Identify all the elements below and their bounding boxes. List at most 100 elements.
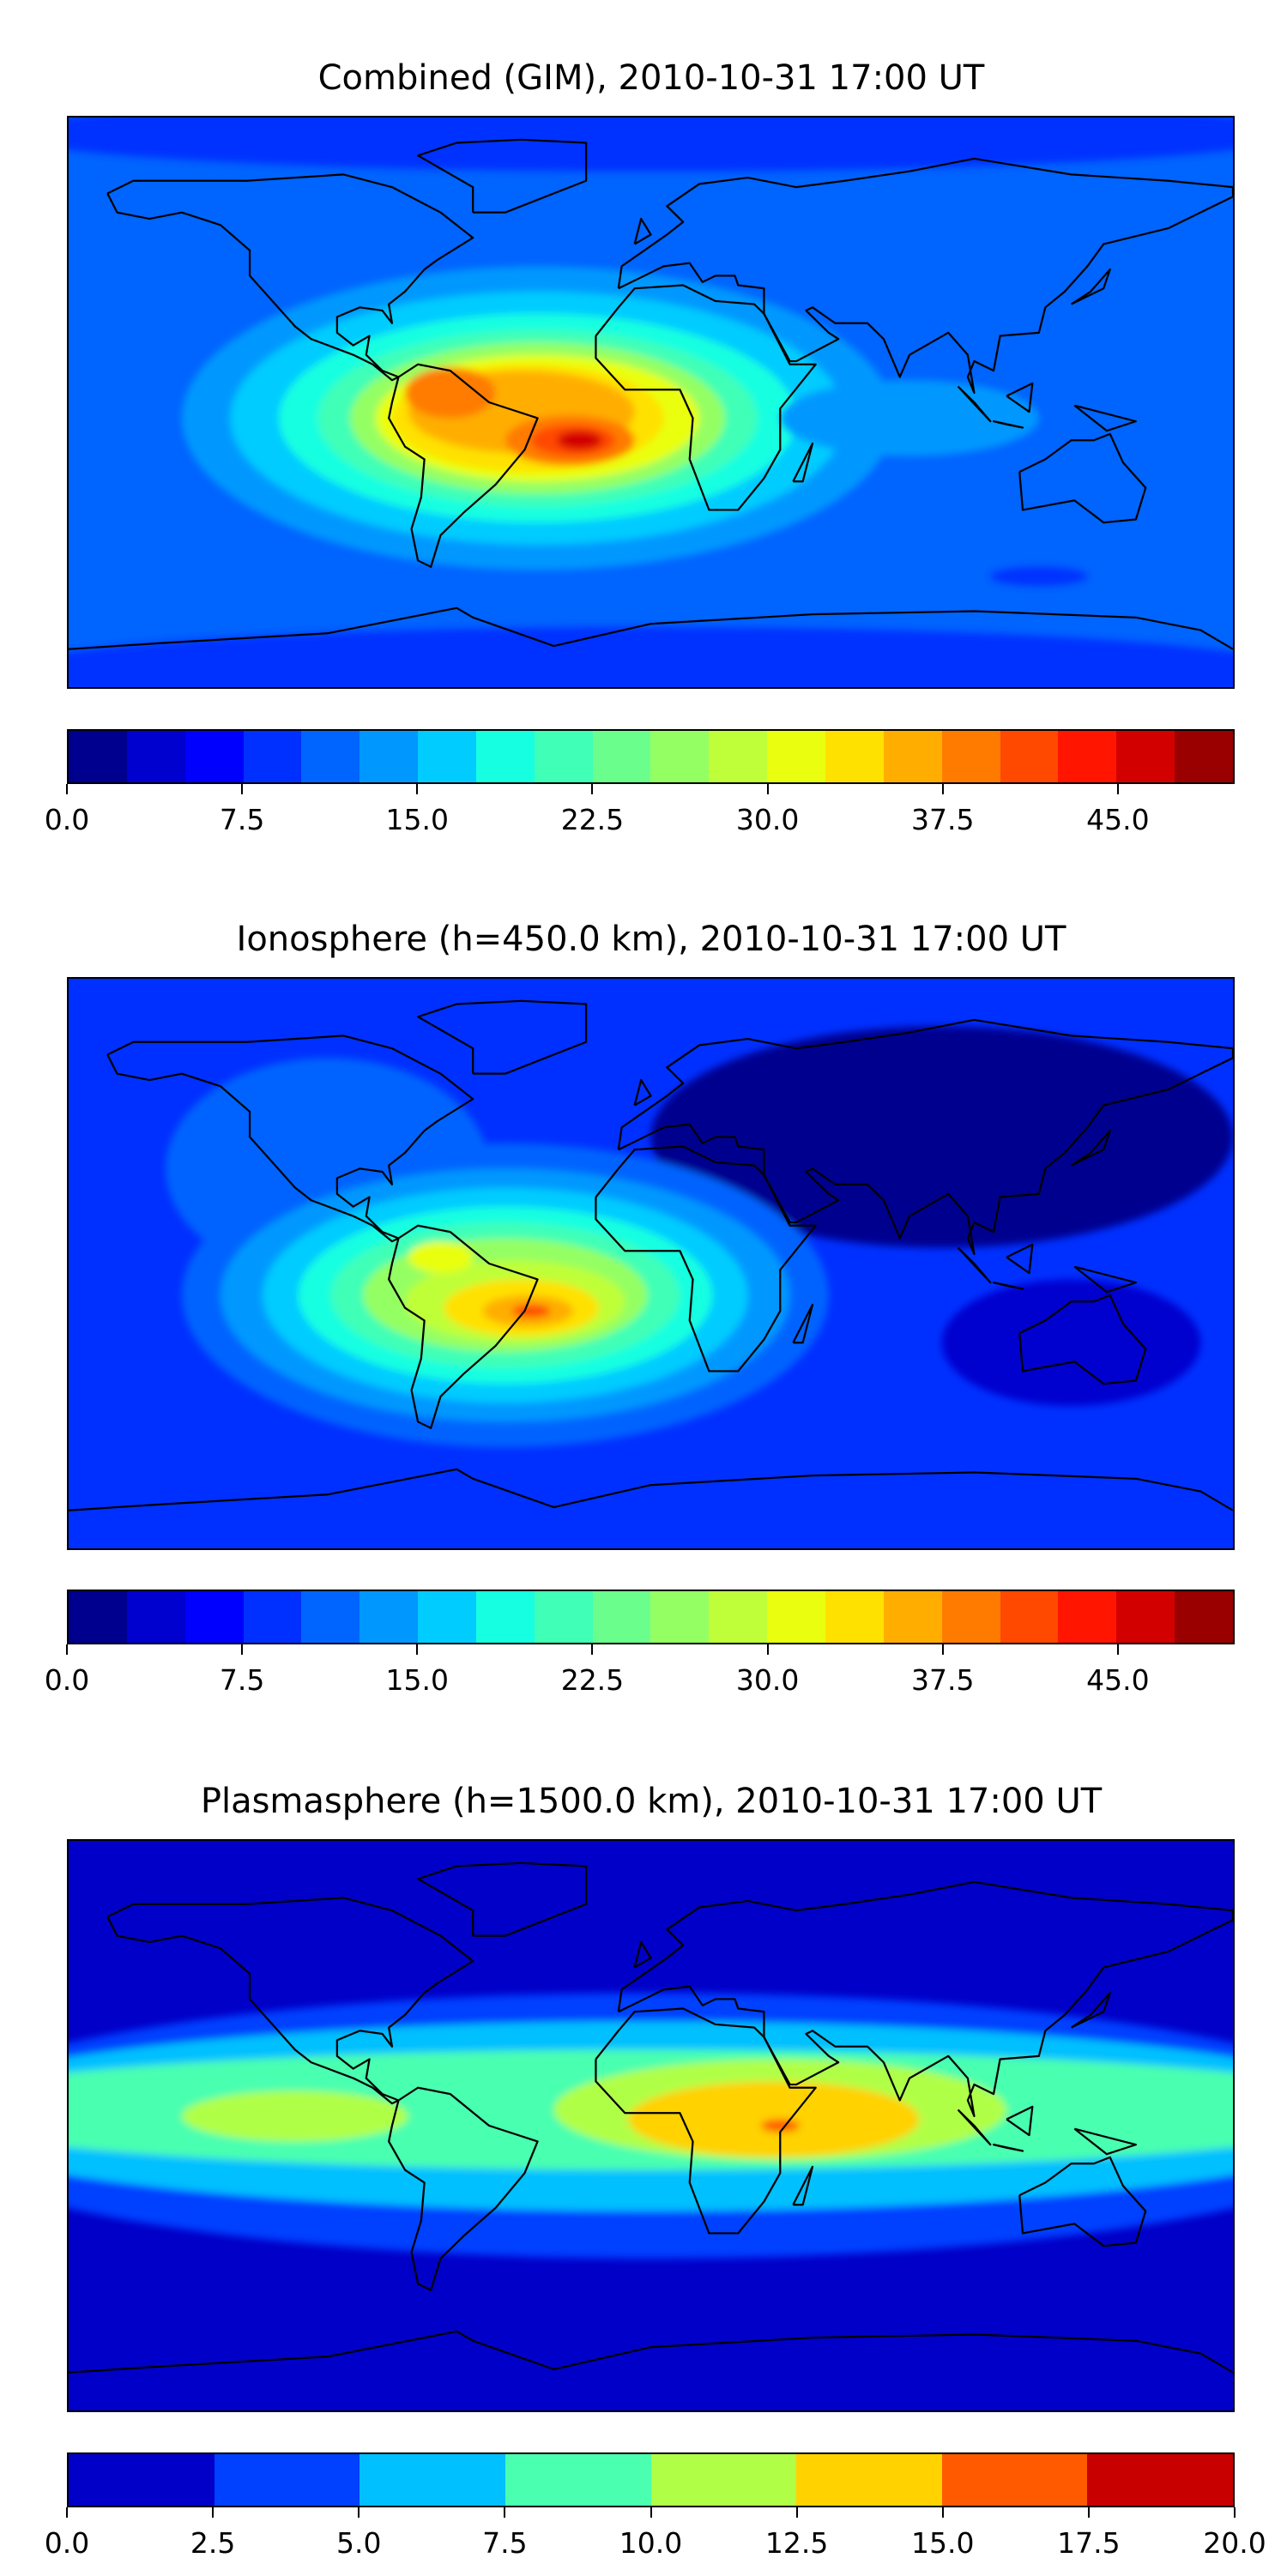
colorbar-tick [66,784,68,794]
colorbar-tick [212,2507,214,2518]
colorbar-bin [709,1591,768,1643]
colorbar-bin [1116,731,1175,782]
coastline [69,2330,1233,2374]
coastline [1073,2127,1138,2156]
coastline [1018,432,1147,524]
colorbar-bin [1116,1591,1175,1643]
map-title-combined: Combined (GIM), 2010-10-31 17:00 UT [317,58,985,98]
coastline [69,1468,1233,1511]
colorbar-tick-label: 10.0 [619,2526,683,2560]
map-ionosphere [67,977,1235,1550]
colorbar-tick-label: 12.5 [764,2526,829,2560]
coastline [1073,404,1138,432]
colorbar-bin [126,1591,185,1643]
colorbar-bin [941,1591,1000,1643]
coastline [595,284,817,511]
contour-region [69,626,1233,687]
contour-region [181,2090,408,2142]
coastline [1006,2105,1034,2137]
coastline [388,2086,539,2291]
colorbar-bin [1000,731,1059,782]
colorbar-tick-label: 0.0 [44,2526,90,2560]
coastline [992,2144,1024,2152]
colorbar-tick-label: 45.0 [1086,803,1150,836]
colorbar-tick-label: 15.0 [385,803,450,836]
coastline [1006,382,1034,413]
colorbar-tick [766,784,769,794]
contour-region [990,566,1088,586]
contour-region [511,1304,551,1318]
coastline [992,1282,1024,1290]
coastline [106,1897,474,2105]
colorbar-tick [766,1644,769,1655]
colorbar-tick-label: 17.5 [1057,2526,1121,2560]
coastline [416,999,588,1075]
colorbar-bin [534,731,593,782]
colorbar-bin [883,731,942,782]
colorbar-tick [241,1644,244,1655]
colorbar-tick-label: 30.0 [735,803,800,836]
contour-region [760,2119,800,2133]
colorbar-tick [504,2507,506,2518]
coastline [595,2007,817,2235]
coastline [388,1224,539,1429]
colorbar-tick [1234,2507,1236,2518]
colorbar-bin [650,1591,710,1643]
coastline [595,1145,817,1372]
contour-region [557,431,602,450]
contour-region [69,118,1233,172]
colorbar-tick-label: 7.5 [219,803,265,836]
map-title-ionosphere: Ionosphere (h=450.0 km), 2010-10-31 17:0… [236,920,1066,959]
coastline [792,2165,814,2206]
colorbar-bin [214,2454,360,2506]
colorbar-tick [416,1644,419,1655]
colorbar-bin [301,1591,360,1643]
colorbar-bin [243,731,302,782]
coastline [1018,1294,1147,1385]
colorbar-bin [767,731,825,782]
coastline [617,1018,1233,1256]
colorbar-bin [796,2454,942,2506]
contour-region [780,380,1039,456]
colorbar-bin [418,731,476,782]
colorbar-combined [67,729,1235,784]
colorbar-ticks-ionosphere: 0.0 7.5 15.0 22.5 30.0 37.5 45.0 [45,1644,1235,1713]
colorbar-tick-label: 22.5 [560,1663,625,1697]
coastline [633,1940,652,1969]
colorbar-tick-label: 15.0 [911,2526,975,2560]
colorbar-tick [941,1644,944,1655]
coastline [1073,1265,1138,1294]
colorbar-tick [795,2507,798,2518]
coastline [633,217,652,245]
colorbar-ticks-plasmasphere: 0.0 2.5 5.0 7.5 10.0 12.5 15.0 17.5 20.0 [45,2507,1266,2576]
colorbar-bin [941,2454,1088,2506]
colorbar-bin [650,731,710,782]
colorbar-tick-label: 0.0 [44,803,90,836]
coastline [1070,1129,1111,1167]
colorbar-tick-label: 37.5 [911,1663,975,1697]
colorbar-bin [941,731,1000,782]
colorbar-tick [358,2507,360,2518]
colorbar-tick [941,2507,944,2518]
colorbar-tick-label: 20.0 [1203,2526,1266,2560]
coastline [957,385,992,423]
colorbar-tick [941,784,944,794]
coastline [1070,268,1111,305]
coastline [106,1035,474,1243]
coastline [1070,1991,1111,2029]
colorbar-tick-label: 7.5 [482,2526,528,2560]
colorbar-tick [591,784,594,794]
colorbar-tick-label: 37.5 [911,803,975,836]
colorbar-bin [360,1591,419,1643]
map-combined [67,116,1235,689]
contour-region [408,1241,474,1274]
colorbar-tick-label: 22.5 [560,803,625,836]
colorbar-bin [883,1591,942,1643]
colorbar-bin [592,731,651,782]
coastline [416,138,588,214]
colorbar-tick [1087,2507,1090,2518]
coastline [1006,1243,1034,1275]
colorbar-tick-label: 15.0 [385,1663,450,1697]
colorbar-tick [241,784,244,794]
colorbar-bin [360,2454,505,2506]
